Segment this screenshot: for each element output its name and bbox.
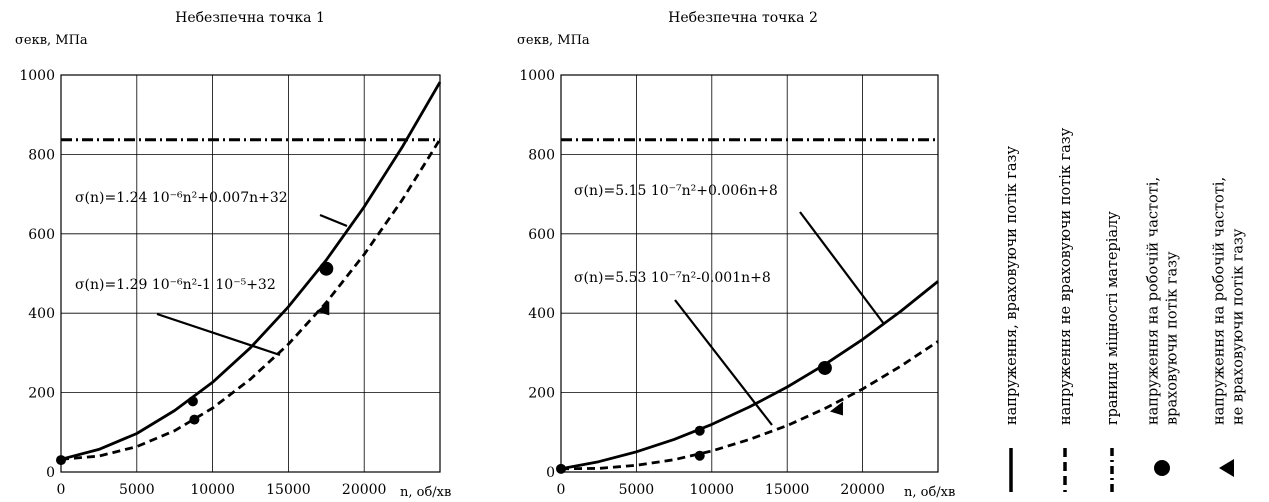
legend-item-triangle-marker: напруження на робочій частоті, не врахову… — [1212, 177, 1247, 477]
y-tick-label: 600 — [528, 227, 555, 243]
chart-1-title: Небезпечна точка 1 — [175, 10, 325, 26]
legend-item-dashdot-line: границя міцності матеріалу — [1105, 211, 1121, 492]
x-tick-label: 10000 — [690, 482, 735, 498]
series-with-gas-curve — [560, 280, 939, 471]
y-tick-label: 800 — [28, 147, 55, 163]
point-marker — [189, 414, 200, 425]
chart-1-equation-with-gas: σ(n)=1.24 10⁻⁶n²+0.007n+32 — [75, 190, 288, 206]
annotation-leader-line — [674, 299, 773, 426]
circle-marker-sample — [1154, 460, 1170, 476]
point-marker — [694, 425, 705, 436]
y-tick-label: 1000 — [519, 68, 555, 84]
x-tick-label: 20000 — [342, 482, 387, 498]
series-without-gas-curve — [560, 340, 939, 471]
y-tick-label: 0 — [546, 465, 555, 481]
chart-2-title: Небезпечна точка 2 — [668, 10, 818, 26]
x-tick-label: 10000 — [190, 482, 235, 498]
chart-1-equation-without-gas: σ(n)=1.29 10⁻⁶n²-1 10⁻⁵+32 — [75, 277, 276, 293]
point-marker — [694, 450, 705, 461]
chart-2-equation-with-gas: σ(n)=5.15 10⁻⁷n²+0.006n+8 — [574, 183, 778, 199]
x-tick-label: 15000 — [765, 482, 810, 498]
x-tick-label: 15000 — [266, 482, 311, 498]
circle-marker — [319, 261, 334, 276]
plot-frame — [560, 74, 939, 473]
triangle-marker — [316, 301, 330, 316]
legend-label: границя міцності матеріалу — [1105, 211, 1121, 425]
y-tick-label: 0 — [46, 465, 55, 481]
x-tick-label: 5000 — [119, 482, 155, 498]
x-tick-label: 5000 — [619, 482, 655, 498]
point-marker — [187, 396, 198, 407]
legend-label: напруження на робочій частоті, — [1146, 177, 1162, 425]
legend-item-solid-line: напруження, враховуючи потік газу — [1004, 146, 1020, 492]
annotation-leader-line — [319, 213, 348, 228]
legend-label: напруження не враховуючи потік газу — [1058, 127, 1074, 425]
y-tick-label: 200 — [28, 386, 55, 402]
y-tick-label: 800 — [528, 147, 555, 163]
point-marker — [56, 455, 66, 466]
y-tick-label: 400 — [528, 306, 555, 322]
legend: напруження, враховуючи потік газу напруже… — [1004, 127, 1247, 492]
legend-label: не враховуючи потік газу — [1231, 228, 1247, 425]
y-tick-label: 400 — [28, 306, 55, 322]
legend-label: напруження, враховуючи потік газу — [1004, 146, 1020, 425]
x-tick-label: 20000 — [840, 482, 885, 498]
chart-2-equation-without-gas: σ(n)=5.53 10⁻⁷n²-0.001n+8 — [574, 270, 771, 286]
chart-1-y-axis-label: σекв, МПа — [15, 33, 88, 48]
x-tick-label: 0 — [557, 482, 566, 498]
legend-label: напруження на робочій частоті, — [1212, 177, 1228, 425]
y-tick-label: 600 — [28, 227, 55, 243]
legend-label: враховуючи потік газу — [1165, 251, 1181, 425]
y-tick-label: 200 — [528, 386, 555, 402]
y-tick-label: 1000 — [19, 68, 55, 84]
triangle-marker-sample — [1219, 459, 1234, 477]
legend-item-circle-marker: напруження на робочій частоті, враховуючи… — [1146, 177, 1181, 476]
x-tick-label: 0 — [57, 482, 66, 498]
annotation-leader-line — [156, 312, 281, 357]
annotation-leader-line — [799, 211, 885, 325]
chart-2-x-axis-label: n, об/хв — [904, 485, 955, 500]
legend-item-dashed-line: напруження не враховуючи потік газу — [1058, 127, 1074, 492]
triangle-marker — [829, 401, 843, 416]
chart-1-x-axis-label: n, об/хв — [400, 485, 451, 500]
series-with-gas-curve — [60, 81, 442, 461]
plot-frame — [60, 74, 441, 473]
circle-marker — [817, 360, 832, 375]
point-marker — [556, 463, 566, 474]
chart-2-y-axis-label: σекв, МПа — [517, 33, 590, 48]
series-without-gas-curve — [60, 138, 442, 461]
